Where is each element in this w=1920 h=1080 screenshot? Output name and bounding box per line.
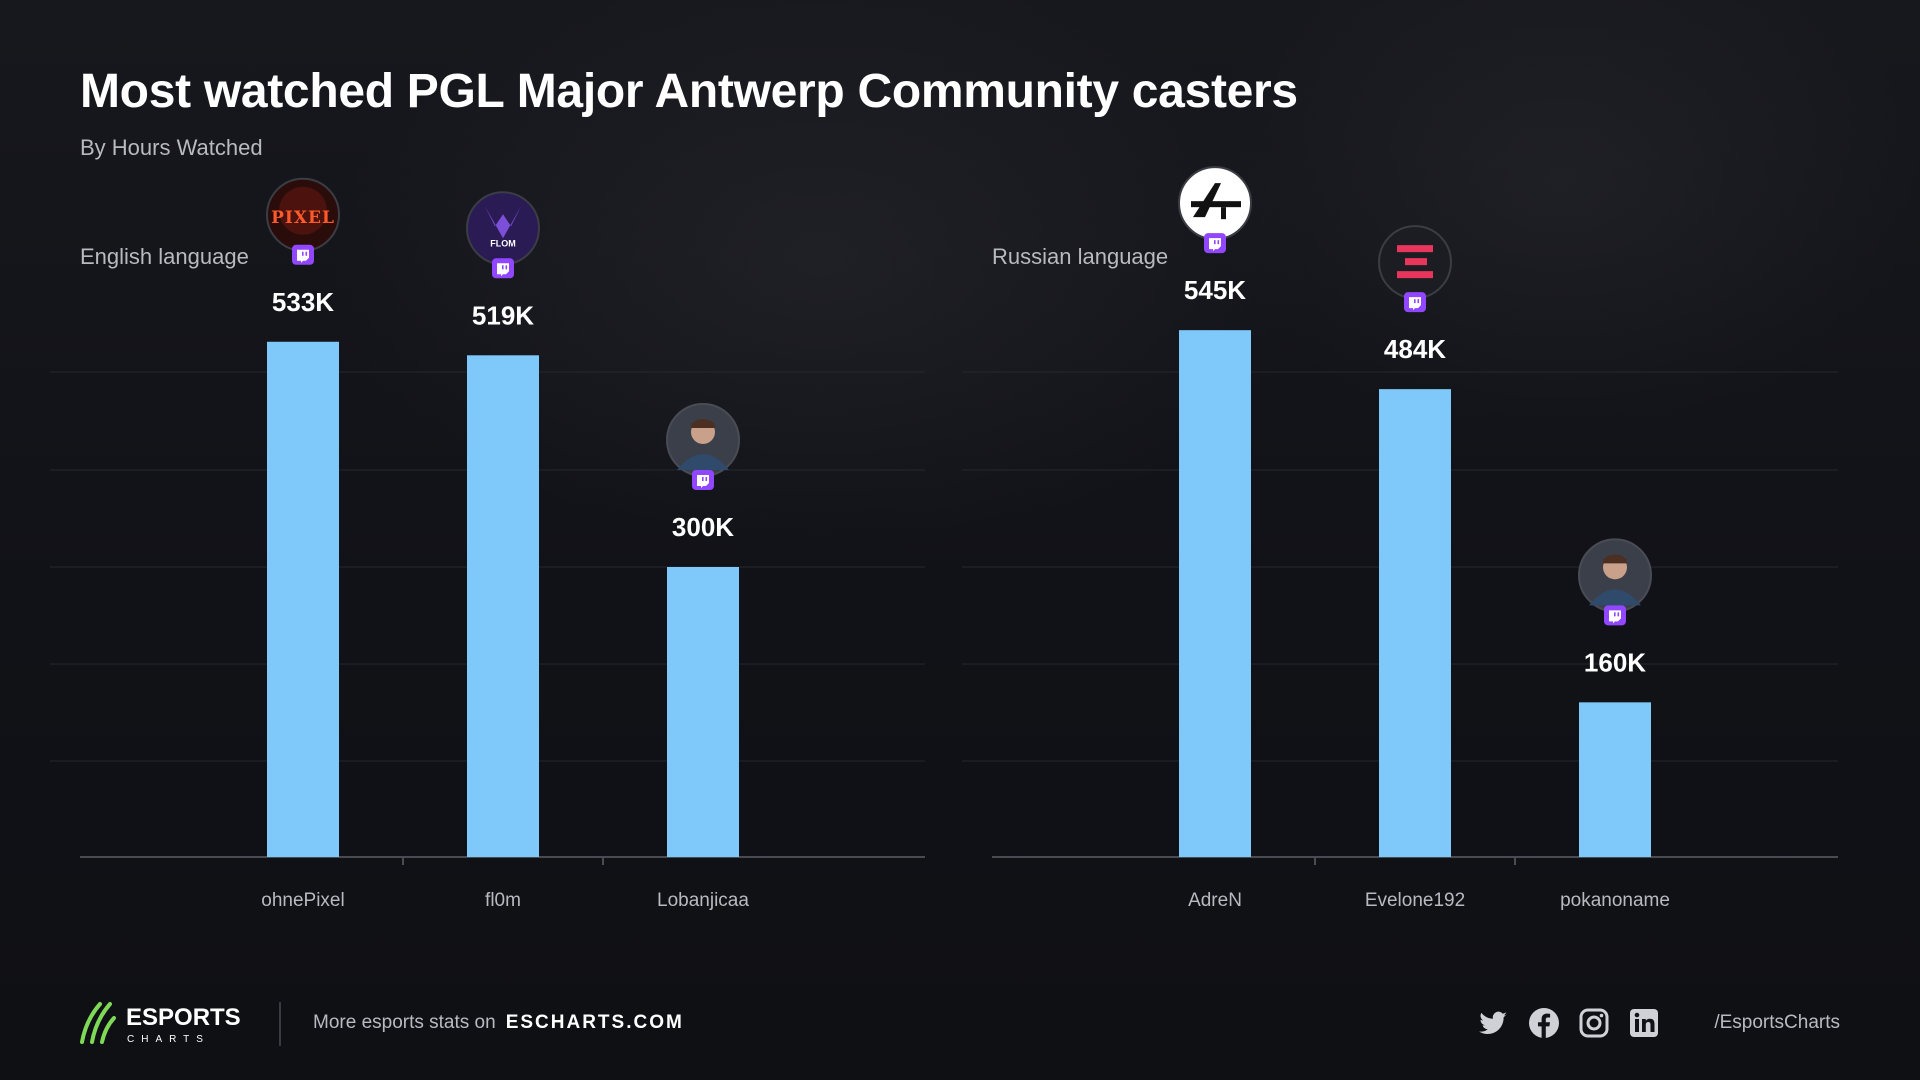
twitch-icon-eye (1414, 299, 1416, 304)
bar (267, 341, 339, 857)
bar (667, 567, 739, 857)
footer-cta-text: More esports stats on (313, 1012, 496, 1033)
avatar-stripe (1405, 258, 1427, 266)
footer-divider (279, 1002, 281, 1046)
twitch-icon-eye (702, 477, 704, 481)
english-chart-label: English language (80, 244, 249, 269)
avatar-logo-text: FLOM (490, 238, 516, 248)
footer-cta: More esports stats on ESCHARTS.COM (313, 1012, 684, 1034)
page-title: Most watched PGL Major Antwerp Community… (80, 65, 1298, 118)
avatar-body (1589, 589, 1641, 606)
bar (1579, 702, 1651, 857)
avatar-rifle-grip (1221, 207, 1226, 220)
data-label: 519K (472, 300, 534, 330)
social-handle[interactable]: /EsportsCharts (1714, 1012, 1840, 1033)
avatar-wing (485, 206, 521, 239)
avatar-glow (279, 186, 327, 235)
twitch-icon-eye (1614, 612, 1616, 617)
data-label: 545K (1184, 275, 1246, 305)
twitch-icon-eye (305, 251, 308, 256)
avatar-rifle-body (1191, 201, 1241, 208)
avatar (666, 403, 740, 490)
category-label: Lobanjicaa (657, 890, 749, 911)
twitch-icon-eye (1214, 240, 1216, 245)
brand-sub-text: CHARTS (127, 1034, 210, 1045)
linkedin-icon[interactable] (1627, 1006, 1661, 1040)
avatar: FLOM (466, 191, 540, 279)
avatar (1578, 538, 1652, 626)
avatar-stripe (1397, 245, 1433, 253)
russian-chart-label: Russian language (992, 244, 1169, 269)
avatar: PIXEL (266, 177, 340, 265)
category-label: pokanoname (1560, 890, 1670, 911)
category-label: Evelone192 (1365, 890, 1465, 911)
twitch-icon-eye (502, 265, 504, 270)
facebook-icon[interactable] (1527, 1006, 1561, 1040)
bar (1379, 389, 1451, 857)
avatar-hair (1603, 554, 1627, 564)
twitch-icon-eye (1617, 612, 1620, 617)
twitter-icon[interactable] (1476, 1006, 1510, 1040)
avatar-hair (691, 419, 715, 428)
avatar-body (677, 454, 729, 470)
avatar-logo-text: PIXEL (271, 208, 335, 228)
twitch-icon-eye (1217, 240, 1220, 245)
twitch-icon-eye (302, 251, 304, 256)
data-label: 533K (272, 287, 334, 317)
data-label: 300K (672, 512, 734, 542)
brand-main-text: ESPORTS (126, 1004, 241, 1031)
twitch-icon-eye (505, 265, 508, 270)
english-chart: 533K ohnePixel PIXEL 519K fl0m FLOM 300K Lobanj… (50, 177, 925, 911)
data-label: 160K (1584, 647, 1646, 677)
category-label: ohnePixel (261, 890, 344, 911)
category-label: AdreN (1188, 890, 1242, 911)
esports-charts-logo: ESPORTS CHARTS (80, 1002, 241, 1045)
site-link[interactable]: ESCHARTS.COM (505, 1012, 684, 1033)
avatar-letter-stroke (1193, 183, 1221, 218)
twitch-icon-eye (705, 477, 708, 481)
data-label: 484K (1384, 334, 1446, 364)
bar (1179, 330, 1251, 858)
twitch-icon-eye (1417, 299, 1420, 304)
category-label: fl0m (485, 890, 521, 911)
avatar (1178, 166, 1252, 254)
page-subtitle: By Hours Watched (80, 135, 263, 160)
russian-chart: 545K AdreN 484K Evelone192 160K pokanoname (962, 166, 1838, 911)
avatar-stripe (1397, 271, 1433, 279)
bar (467, 355, 539, 857)
avatar (1378, 225, 1452, 313)
instagram-icon[interactable] (1577, 1006, 1611, 1040)
